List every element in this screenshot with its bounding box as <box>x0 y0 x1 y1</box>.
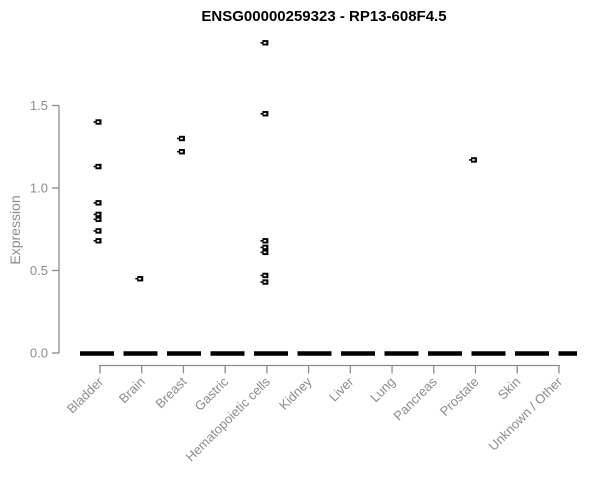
x-tick-label: Prostate <box>437 374 482 419</box>
data-point-tail <box>260 240 263 242</box>
data-point-slot <box>263 281 267 283</box>
x-tick-label: Pancreas <box>390 374 440 424</box>
x-tick-label: Kidney <box>276 374 315 413</box>
x-tick-label: Breast <box>152 374 189 411</box>
x-tick-label: Unknown / Other <box>485 374 565 454</box>
data-point-tail <box>260 112 263 115</box>
data-point-slot <box>472 159 475 161</box>
data-point-tail <box>135 277 138 280</box>
data-point-tail <box>177 137 179 140</box>
data-point-tail <box>93 202 96 204</box>
data-point-slot <box>96 121 100 123</box>
data-point-slot <box>263 42 267 44</box>
data-point-slot <box>138 277 142 280</box>
y-tick-label: 1.0 <box>30 181 48 196</box>
data-point-slot <box>96 165 100 168</box>
data-point-slot <box>180 137 183 140</box>
y-tick-label: 0.0 <box>30 346 48 361</box>
data-point-slot <box>263 240 267 242</box>
x-tick-label: Liver <box>326 374 357 405</box>
data-point-tail <box>93 121 96 123</box>
data-point-tail <box>260 42 263 44</box>
x-tick-label: Bladder <box>64 374 107 417</box>
data-point-tail <box>177 150 179 153</box>
data-point-tail <box>93 165 96 168</box>
y-tick-label: 0.5 <box>30 263 48 278</box>
data-point-tail <box>260 246 263 249</box>
data-point-slot <box>96 230 100 232</box>
y-tick-label: 1.5 <box>30 98 48 113</box>
data-point-tail <box>260 274 263 277</box>
x-tick-label: Gastric <box>192 374 232 414</box>
data-point-slot <box>96 240 100 242</box>
data-point-slot <box>263 112 267 115</box>
data-point-slot <box>180 150 183 153</box>
data-point-tail <box>469 159 471 161</box>
data-point-slot <box>263 274 267 277</box>
chart-title: ENSG00000259323 - RP13-608F4.5 <box>201 8 447 25</box>
data-point-tail <box>93 213 96 216</box>
data-point-slot <box>263 251 267 254</box>
data-point-tail <box>260 281 263 283</box>
data-point-slot <box>263 246 267 249</box>
data-point-tail <box>93 230 96 232</box>
data-point-tail <box>260 251 263 254</box>
x-tick-label: Lung <box>367 374 398 405</box>
x-tick-label: Brain <box>116 374 148 406</box>
data-point-slot <box>96 218 100 221</box>
data-point-tail <box>93 218 96 221</box>
x-tick-label: Skin <box>495 374 523 402</box>
data-point-slot <box>96 213 100 216</box>
data-point-tail <box>93 240 96 242</box>
data-point-slot <box>96 202 100 204</box>
